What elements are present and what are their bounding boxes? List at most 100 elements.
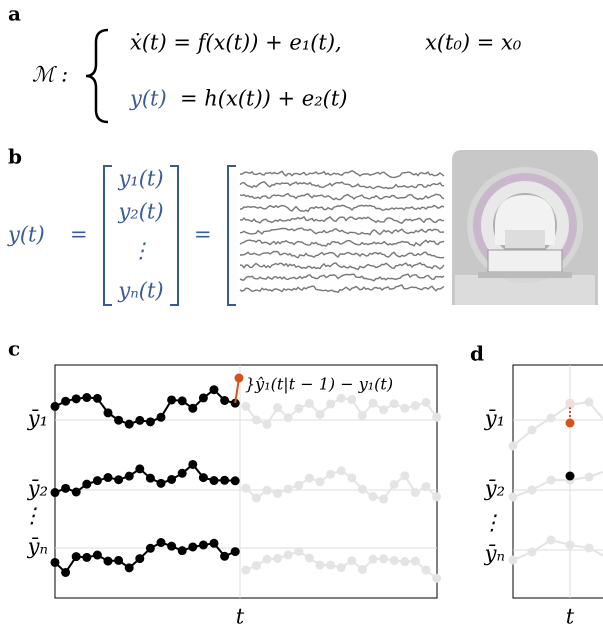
gray-dot — [283, 484, 293, 494]
output-rhs: = h(x(t)) + e₂(t) — [180, 87, 347, 111]
black-dot — [135, 554, 145, 564]
black-dot — [103, 408, 113, 418]
black-dot — [220, 475, 230, 485]
signal-trace — [239, 273, 445, 282]
equals: = — [70, 223, 88, 247]
gray-dot — [294, 546, 304, 556]
black-dot — [145, 473, 155, 483]
prediction-dot — [234, 373, 244, 383]
gray-dot — [400, 403, 410, 413]
black-dot — [50, 488, 60, 498]
signal-lhs: y(t) — [7, 223, 45, 247]
gray-dot — [315, 477, 325, 487]
gray-dot — [389, 556, 399, 566]
gray-dot — [326, 469, 336, 479]
black-dot — [61, 567, 71, 577]
black-dot — [145, 417, 155, 427]
black-dot — [71, 487, 81, 497]
output-lhs: y(t) — [129, 87, 167, 111]
gray-dot — [251, 561, 261, 571]
plot-area — [508, 365, 603, 598]
black-dot — [114, 555, 124, 565]
black-dot — [167, 474, 177, 484]
black-dot — [156, 412, 166, 422]
gray-dot — [283, 413, 293, 423]
black-dot — [114, 475, 124, 485]
gray-dot — [262, 419, 272, 429]
scanner-icon — [452, 150, 598, 305]
series-line — [54, 463, 236, 494]
gray-dot — [304, 473, 314, 483]
series-line — [512, 400, 603, 447]
black-dot — [167, 395, 177, 405]
black-dot — [209, 476, 219, 486]
equals: = — [194, 223, 212, 247]
gray-dot — [273, 553, 283, 563]
gray-dot — [389, 479, 399, 489]
vector-entry: y₂(t) — [117, 200, 163, 224]
gray-dot — [336, 563, 346, 573]
gray-dot — [347, 395, 357, 405]
gray-dot — [421, 397, 431, 407]
gray-dot — [304, 398, 314, 408]
gray-dot — [368, 492, 378, 502]
gray-dot — [410, 401, 420, 411]
gray-dot — [508, 492, 518, 502]
gray-dot — [304, 553, 314, 563]
gray-dot — [241, 483, 251, 493]
black-dot — [188, 542, 198, 552]
black-dot — [167, 541, 177, 551]
black-dot — [71, 394, 81, 404]
black-dot — [124, 563, 134, 573]
gray-dot — [357, 484, 367, 494]
black-dot — [188, 459, 198, 469]
row-label: ȳ₁ — [27, 407, 48, 431]
gray-dot — [527, 425, 537, 435]
row-label: ȳ₂ — [484, 477, 505, 501]
gray-dot — [410, 556, 420, 566]
gray-dot — [347, 556, 357, 566]
time-label: t — [236, 605, 245, 629]
black-dot — [156, 538, 166, 548]
gray-dot — [410, 488, 420, 498]
signal-bracket — [227, 165, 236, 306]
black-dot — [188, 403, 198, 413]
series-line — [54, 541, 236, 575]
model-symbol: ℳ : — [32, 63, 68, 87]
annotation: }ŷ₁(t|t − 1) − y₁(t) — [245, 375, 393, 394]
gray-dot — [421, 565, 431, 575]
signal-trace — [239, 204, 445, 213]
row-label: ⋮ — [22, 504, 43, 528]
black-dot — [198, 393, 208, 403]
gray-dot — [546, 475, 556, 485]
signal-trace — [239, 284, 445, 294]
gray-dot — [368, 398, 378, 408]
black-dot — [177, 468, 187, 478]
black-dot — [230, 476, 240, 486]
black-dot — [220, 395, 230, 405]
row-label: ȳₙ — [27, 535, 48, 559]
gray-dot — [432, 573, 442, 583]
signal-trace — [239, 227, 445, 236]
row-label: ⋮ — [482, 511, 503, 535]
gray-dot — [527, 547, 537, 557]
black-dot — [209, 385, 219, 395]
panel-label: d — [470, 342, 484, 366]
gray-dot — [400, 557, 410, 567]
gray-dot — [315, 409, 325, 419]
prediction-dot — [565, 418, 575, 428]
gray-dot — [251, 493, 261, 503]
signal-trace — [239, 170, 445, 179]
target-dot — [565, 398, 575, 408]
black-dot — [82, 479, 92, 489]
gray-dot — [379, 554, 389, 564]
plot-area — [50, 365, 442, 598]
signal-trace — [239, 215, 445, 224]
gray-dot — [508, 555, 518, 565]
row-label: ȳ₁ — [484, 407, 505, 431]
gray-dot — [326, 560, 336, 570]
black-dot — [50, 401, 60, 411]
plot-frame — [512, 364, 603, 599]
vector-brackets — [103, 165, 179, 306]
